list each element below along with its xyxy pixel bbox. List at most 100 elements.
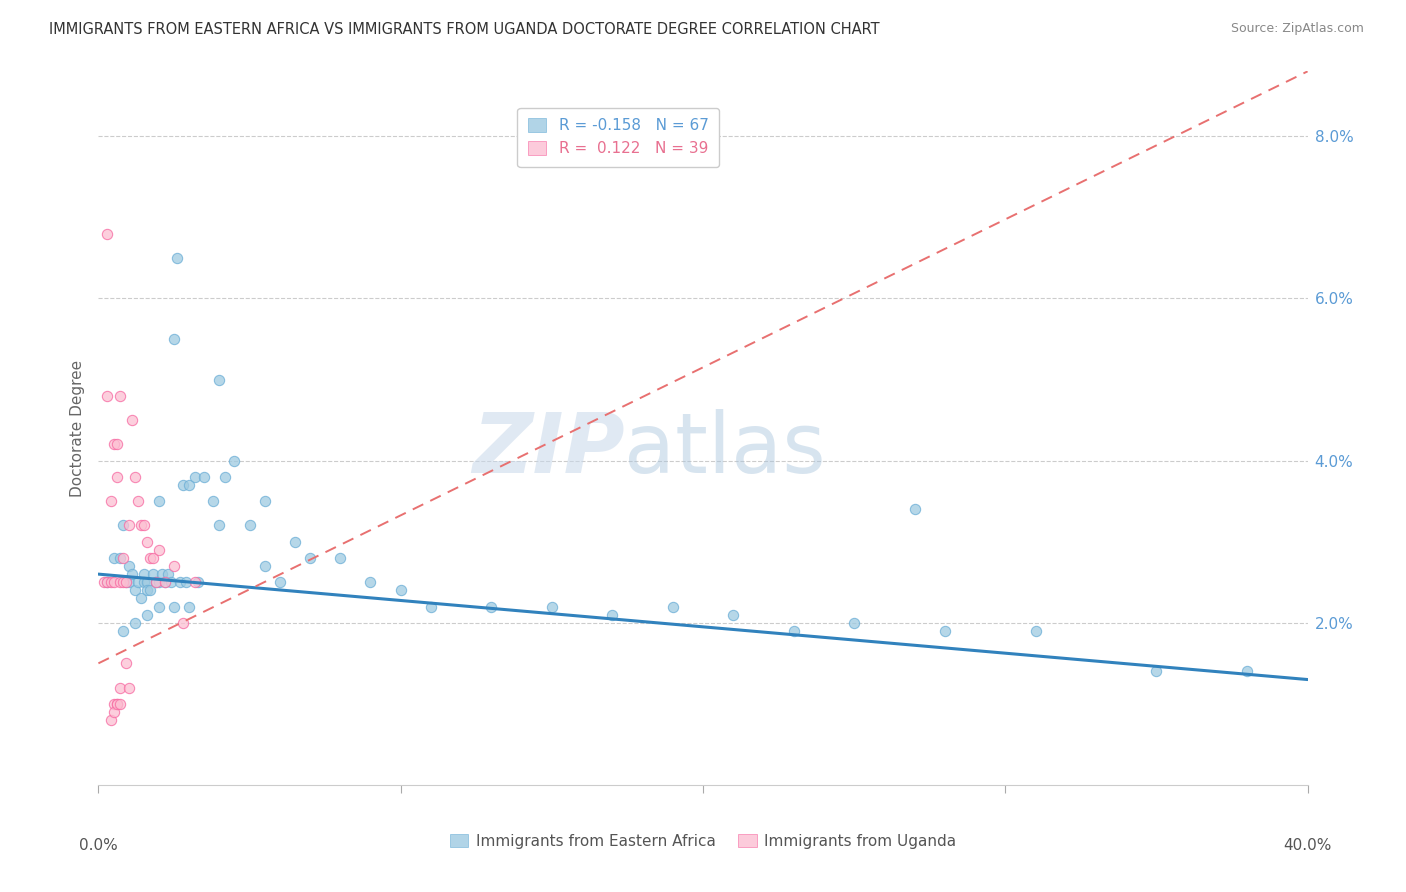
Point <box>208 518 231 533</box>
Point <box>934 624 956 638</box>
Point <box>103 550 125 565</box>
Text: atlas: atlas <box>624 409 827 490</box>
Point <box>132 567 155 582</box>
Point <box>105 697 128 711</box>
Point <box>111 624 134 638</box>
Point <box>100 575 122 590</box>
Point <box>127 575 149 590</box>
Point <box>148 494 170 508</box>
Point <box>127 494 149 508</box>
Point <box>202 494 225 508</box>
Point <box>121 567 143 582</box>
Point <box>169 575 191 590</box>
Text: 0.0%: 0.0% <box>79 838 118 854</box>
Point <box>145 575 167 590</box>
Text: 40.0%: 40.0% <box>1284 838 1331 854</box>
Point <box>111 518 134 533</box>
Point <box>844 615 866 630</box>
Y-axis label: Doctorate Degree: Doctorate Degree <box>69 359 84 497</box>
Text: Source: ZipAtlas.com: Source: ZipAtlas.com <box>1230 22 1364 36</box>
Point <box>284 534 307 549</box>
Point <box>193 470 215 484</box>
Point <box>93 575 115 590</box>
Point <box>118 518 141 533</box>
Point <box>96 227 118 241</box>
Point <box>103 575 125 590</box>
Point <box>96 575 118 590</box>
Point <box>124 470 146 484</box>
Point <box>153 575 176 590</box>
Legend: Immigrants from Eastern Africa, Immigrants from Uganda: Immigrants from Eastern Africa, Immigran… <box>450 834 956 848</box>
Point <box>179 478 201 492</box>
Point <box>132 518 155 533</box>
Point <box>108 550 131 565</box>
Point <box>602 607 624 622</box>
Point <box>103 437 125 451</box>
Point <box>723 607 745 622</box>
Point <box>142 550 165 565</box>
Point <box>904 502 927 516</box>
Point <box>239 518 262 533</box>
Point <box>163 599 186 614</box>
Point <box>208 372 231 386</box>
Point <box>139 583 162 598</box>
Point <box>1236 665 1258 679</box>
Point <box>135 583 157 598</box>
Point <box>96 575 118 590</box>
Point <box>172 615 194 630</box>
Point <box>118 681 141 695</box>
Point <box>103 697 125 711</box>
Point <box>108 681 131 695</box>
Point <box>129 518 152 533</box>
Point <box>148 542 170 557</box>
Point <box>540 599 562 614</box>
Point <box>108 697 131 711</box>
Point <box>214 470 236 484</box>
Point <box>153 575 176 590</box>
Point <box>269 575 291 590</box>
Point <box>124 615 146 630</box>
Point <box>160 575 183 590</box>
Point <box>174 575 197 590</box>
Point <box>118 559 141 574</box>
Point <box>172 478 194 492</box>
Point <box>253 559 276 574</box>
Point <box>139 550 162 565</box>
Point <box>783 624 806 638</box>
Point <box>148 575 170 590</box>
Point <box>105 437 128 451</box>
Point <box>179 599 201 614</box>
Point <box>105 697 128 711</box>
Point <box>360 575 382 590</box>
Point <box>166 251 188 265</box>
Point <box>100 713 122 727</box>
Point <box>142 567 165 582</box>
Point <box>96 389 118 403</box>
Point <box>100 494 122 508</box>
Point <box>150 567 173 582</box>
Point <box>103 705 125 719</box>
Point <box>163 559 186 574</box>
Point <box>224 453 246 467</box>
Point <box>329 550 352 565</box>
Point <box>1024 624 1046 638</box>
Text: ZIP: ZIP <box>472 409 624 490</box>
Point <box>389 583 412 598</box>
Point <box>187 575 209 590</box>
Point <box>135 534 157 549</box>
Point <box>108 575 131 590</box>
Point <box>111 575 134 590</box>
Point <box>121 413 143 427</box>
Point <box>111 550 134 565</box>
Point <box>253 494 276 508</box>
Point <box>135 575 157 590</box>
Point <box>118 575 141 590</box>
Point <box>108 389 131 403</box>
Point <box>481 599 503 614</box>
Point <box>156 567 179 582</box>
Point <box>132 575 155 590</box>
Point <box>661 599 683 614</box>
Point <box>105 470 128 484</box>
Point <box>145 575 167 590</box>
Point <box>163 332 186 346</box>
